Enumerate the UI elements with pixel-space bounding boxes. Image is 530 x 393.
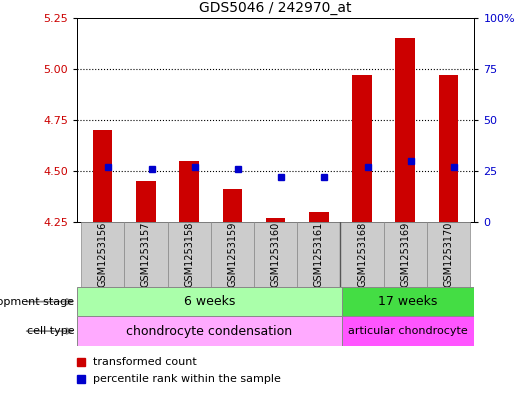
Bar	[340, 222, 384, 287]
Text: cell type: cell type	[26, 326, 74, 336]
Bar	[77, 287, 342, 316]
Bar	[77, 316, 342, 346]
Text: GSM1253168: GSM1253168	[357, 222, 367, 287]
Text: 17 weeks: 17 weeks	[378, 295, 438, 308]
Bar	[384, 222, 427, 287]
Bar	[93, 130, 112, 222]
Bar	[427, 222, 470, 287]
Bar	[167, 222, 211, 287]
Bar	[352, 75, 372, 222]
Bar	[136, 181, 156, 222]
Text: articular chondrocyte: articular chondrocyte	[348, 326, 468, 336]
Text: GSM1253156: GSM1253156	[98, 222, 108, 287]
Text: transformed count: transformed count	[93, 356, 197, 367]
Bar	[297, 222, 340, 287]
Bar	[180, 161, 199, 222]
Title: GDS5046 / 242970_at: GDS5046 / 242970_at	[199, 1, 352, 15]
Text: GSM1253158: GSM1253158	[184, 222, 194, 287]
Text: GSM1253169: GSM1253169	[400, 222, 410, 287]
Bar	[439, 75, 458, 222]
Bar	[254, 222, 297, 287]
Text: percentile rank within the sample: percentile rank within the sample	[93, 374, 280, 384]
Bar	[342, 287, 474, 316]
Text: chondrocyte condensation: chondrocyte condensation	[126, 325, 293, 338]
Text: GSM1253160: GSM1253160	[271, 222, 280, 287]
Bar	[211, 222, 254, 287]
Bar	[125, 222, 167, 287]
Bar	[309, 212, 329, 222]
Text: GSM1253170: GSM1253170	[444, 222, 454, 287]
Text: GSM1253161: GSM1253161	[314, 222, 324, 287]
Text: GSM1253159: GSM1253159	[227, 222, 237, 287]
Bar	[223, 189, 242, 222]
Bar	[395, 38, 415, 222]
Bar	[266, 218, 285, 222]
Text: development stage: development stage	[0, 297, 74, 307]
Bar	[342, 316, 474, 346]
Text: 6 weeks: 6 weeks	[184, 295, 235, 308]
Text: GSM1253157: GSM1253157	[141, 222, 151, 287]
Bar	[81, 222, 125, 287]
